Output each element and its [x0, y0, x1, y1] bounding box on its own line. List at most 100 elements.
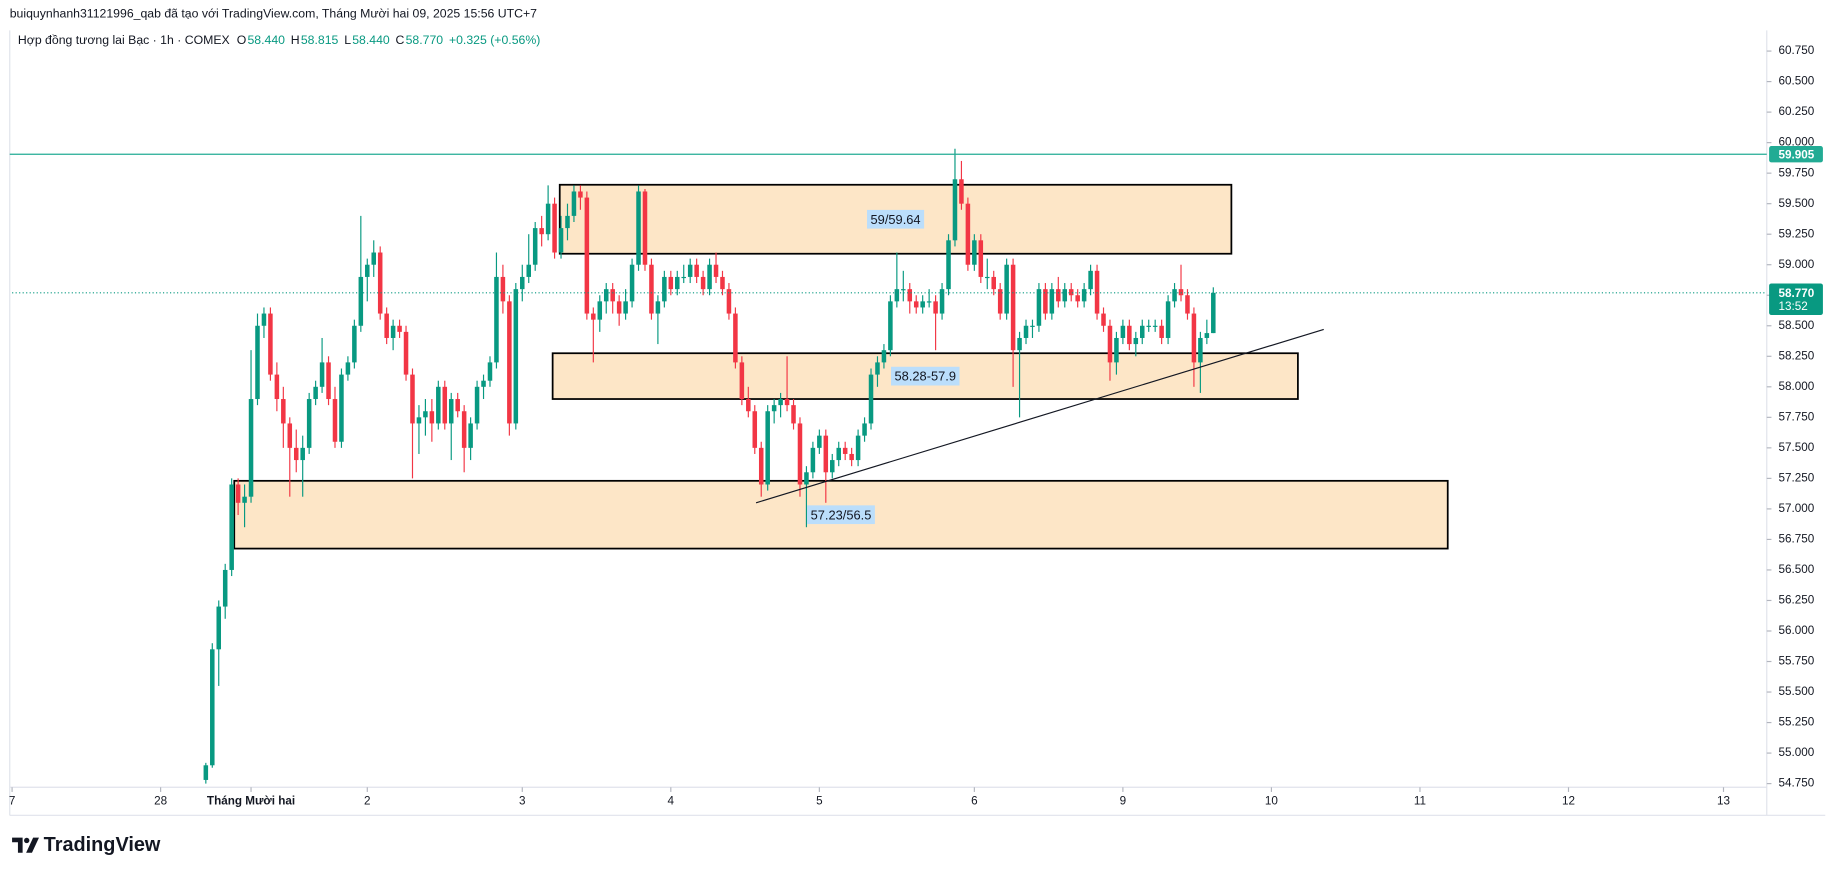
- candle-body: [791, 405, 796, 424]
- candle-body: [545, 203, 551, 235]
- y-tick-label: 55.000: [1778, 746, 1814, 759]
- candle-body: [694, 264, 699, 277]
- candle-body: [881, 350, 887, 363]
- candle-body: [487, 362, 493, 381]
- candle-body: [804, 472, 809, 485]
- candle-body: [991, 276, 996, 290]
- candle-body: [603, 289, 609, 302]
- zone-label: 57.23/56.5: [811, 507, 872, 522]
- y-tick-label: 55.250: [1778, 716, 1814, 729]
- candle-body: [687, 264, 693, 277]
- y-tick-label: 57.250: [1778, 471, 1814, 484]
- x-tick-label: 5: [816, 794, 823, 807]
- candle-body: [1049, 289, 1055, 314]
- candle-body: [371, 252, 377, 265]
- candle-body: [520, 276, 525, 290]
- candle-body: [1056, 289, 1061, 302]
- x-tick-label: 10: [1265, 794, 1279, 807]
- candle-body: [894, 289, 900, 302]
- candle-body: [649, 264, 654, 314]
- candle-body: [1204, 333, 1210, 338]
- candle-body: [901, 289, 906, 291]
- candle-body: [1211, 292, 1216, 334]
- legend-value: 58.815: [301, 33, 339, 47]
- candle-body: [681, 276, 686, 279]
- trend-line: [755, 328, 1324, 504]
- candle-body: [268, 313, 273, 375]
- legend-change: +0.325 (+0.56%): [449, 33, 540, 47]
- candle-body: [397, 325, 402, 332]
- candle-body: [746, 399, 751, 412]
- candle-body: [584, 197, 590, 314]
- x-tick-label: 11: [1414, 794, 1426, 807]
- y-tick-label: 56.750: [1778, 533, 1814, 546]
- candle-body: [868, 374, 874, 424]
- y-tick-label: 56.000: [1778, 624, 1814, 637]
- candle-body: [765, 411, 770, 485]
- candle-body: [713, 264, 719, 277]
- x-tick-label: 28: [154, 794, 167, 807]
- candle-body: [855, 435, 861, 461]
- candle-body: [461, 411, 467, 448]
- logo-dot: [24, 837, 30, 844]
- candle-body: [662, 276, 667, 302]
- horizontal-line-tag: [1769, 146, 1823, 163]
- x-tick-label: 3: [519, 794, 526, 807]
- candle-body: [532, 228, 538, 265]
- candle-body: [597, 301, 603, 320]
- x-tick-label: 12: [1562, 794, 1575, 807]
- candle-body: [293, 447, 299, 461]
- candle-body: [248, 399, 254, 497]
- candle-body: [668, 276, 674, 290]
- candle-body: [952, 179, 958, 241]
- y-tick-label: 57.750: [1778, 410, 1814, 423]
- candles: [203, 148, 1216, 784]
- candle-body: [636, 191, 641, 265]
- candle-body: [384, 313, 389, 338]
- candle-body: [933, 301, 938, 314]
- candle-body: [623, 301, 628, 314]
- candle-body: [1198, 337, 1203, 363]
- y-tick-label: 59.500: [1778, 197, 1814, 210]
- candle-body: [306, 399, 312, 448]
- zone-label-bg: [867, 209, 925, 229]
- candle-body: [752, 411, 758, 448]
- y-tick-label: 55.750: [1778, 655, 1814, 668]
- candle-body: [274, 374, 280, 400]
- candle-body: [907, 289, 913, 302]
- candle-body: [448, 399, 454, 424]
- candle-body: [332, 399, 338, 442]
- candle-body: [558, 228, 564, 253]
- candle-body: [610, 289, 615, 302]
- x-tick-label: 7: [9, 794, 16, 807]
- candle-body: [365, 264, 370, 277]
- x-tick-label: 2: [364, 794, 371, 807]
- y-tick-label: 54.750: [1778, 777, 1814, 790]
- candle-body: [985, 276, 990, 279]
- x-tick-label: 9: [1120, 794, 1127, 807]
- candle-body: [1075, 295, 1080, 302]
- candle-body: [959, 179, 964, 204]
- candle-body: [255, 325, 260, 400]
- candle-body: [707, 264, 712, 290]
- candle-body: [642, 191, 648, 265]
- candle-body: [655, 301, 661, 314]
- zone-label: 58.28-57.9: [895, 369, 957, 384]
- y-tick-label: 59.750: [1778, 166, 1814, 179]
- candle-body: [771, 405, 777, 412]
- logo-mark: [12, 837, 39, 853]
- legend-key: O: [237, 33, 247, 47]
- candle-body: [913, 301, 919, 308]
- candle-body: [784, 399, 790, 406]
- candle-body: [700, 276, 706, 290]
- candle-body: [1140, 325, 1145, 338]
- candle-body: [436, 386, 441, 424]
- candle-body: [997, 289, 1003, 314]
- candle-body: [920, 301, 925, 308]
- candle-body: [455, 399, 460, 412]
- candle-body: [229, 484, 234, 570]
- candle-body: [345, 362, 351, 375]
- candle-body: [797, 423, 803, 485]
- y-tick-label: 56.500: [1778, 563, 1814, 576]
- candle-body: [565, 215, 570, 229]
